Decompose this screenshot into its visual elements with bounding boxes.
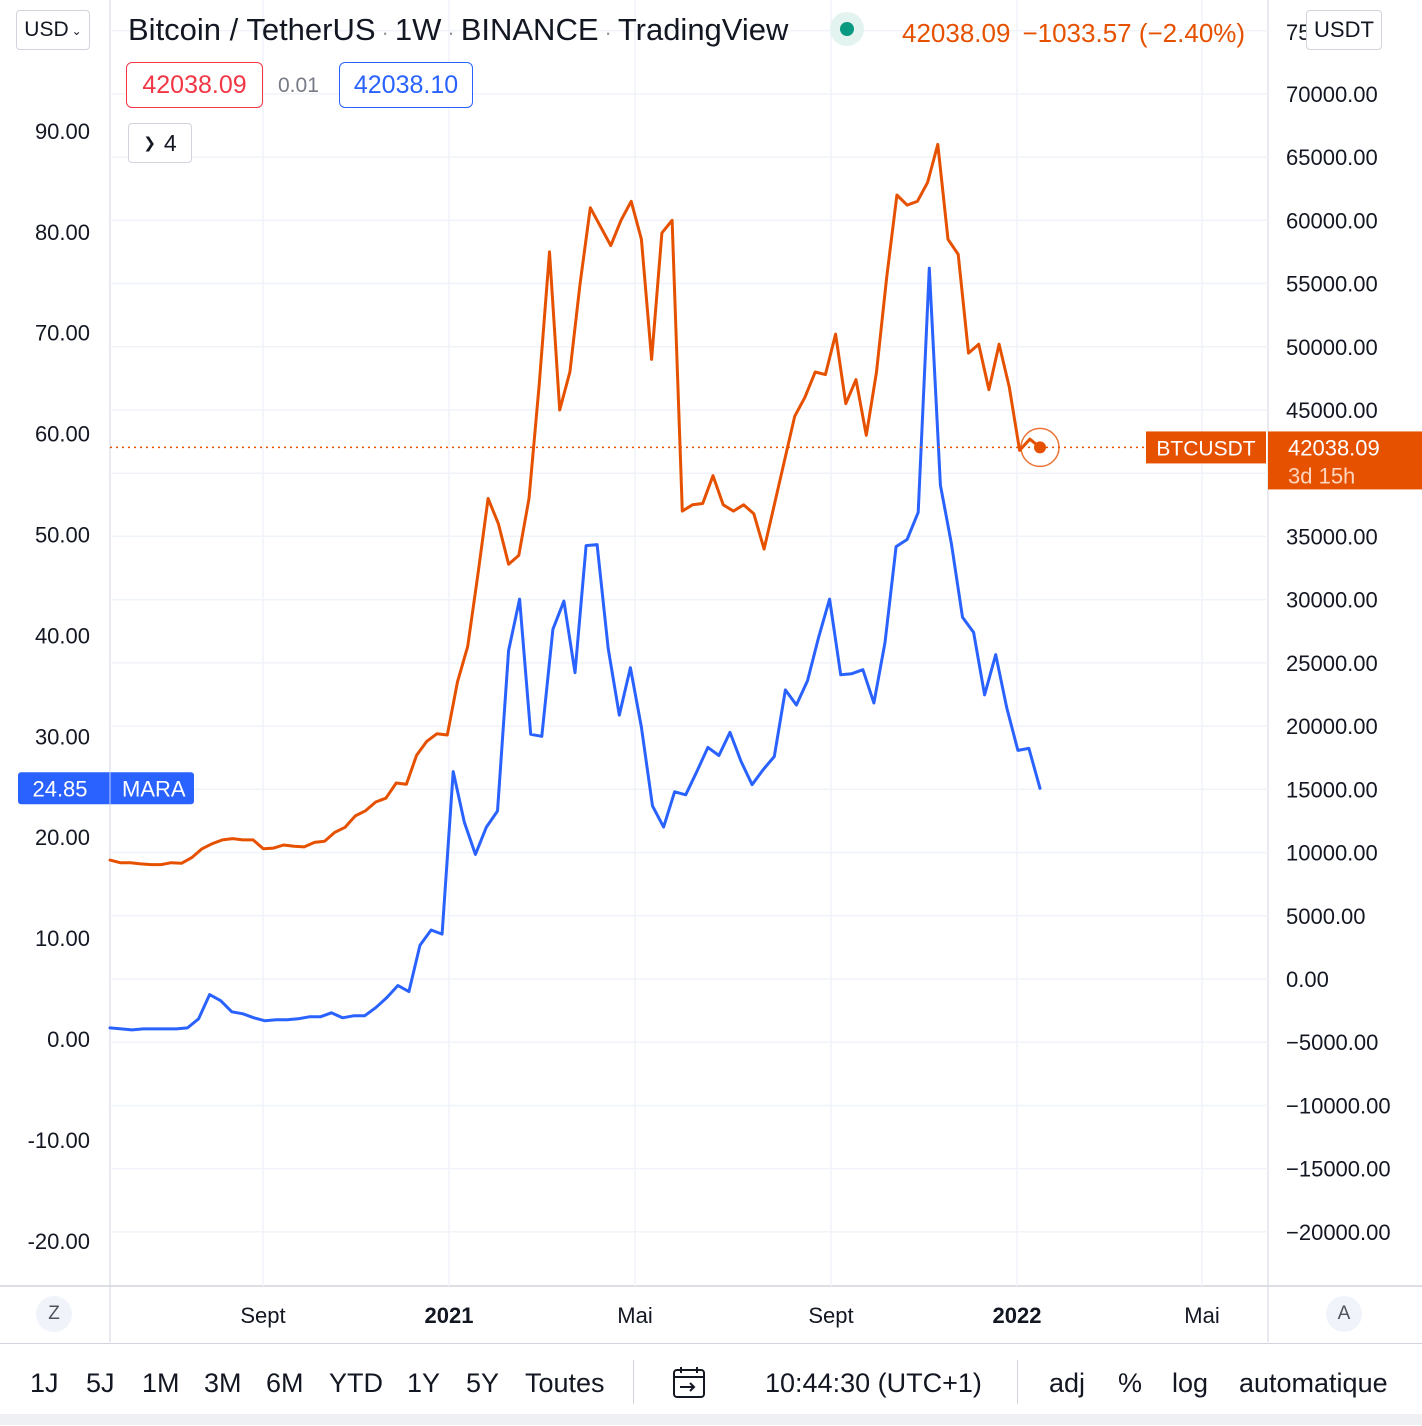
adjust-toggle[interactable]: adj (1049, 1368, 1086, 1398)
currency-label: USD (24, 18, 69, 41)
currency-selector[interactable]: USD ⌄ (16, 10, 90, 50)
right-axis-tick-label: −10000.00 (1286, 1093, 1391, 1118)
time-axis-tick-label: 2021 (425, 1303, 474, 1328)
right-axis-tick-label: 5000.00 (1286, 904, 1366, 929)
last-price: 42038.09 (902, 18, 1011, 48)
time-axis-tick-label: Mai (1184, 1303, 1219, 1328)
left-axis-tick-label: 60.00 (35, 422, 90, 447)
price-change: −1033.57 (−2.40%) (1022, 18, 1246, 48)
market-open-dot (840, 22, 854, 36)
right-axis-tick-label: 70000.00 (1286, 82, 1378, 107)
interval-label: 1W (394, 12, 442, 47)
right-axis-tick-label: 65000.00 (1286, 145, 1378, 170)
right-axis-tick-label: 35000.00 (1286, 524, 1378, 549)
indicator-count: 4 (163, 129, 177, 156)
time-axis-tick-label: Sept (808, 1303, 853, 1328)
right-axis-tick-label: 60000.00 (1286, 208, 1378, 233)
auto-scale-toggle[interactable]: automatique (1239, 1368, 1388, 1398)
range-6m[interactable]: 6M (266, 1368, 304, 1398)
right-axis-tick-label: 20000.00 (1286, 714, 1378, 739)
left-axis-tick-label: 80.00 (35, 220, 90, 245)
left-axis-tick-label: 40.00 (35, 623, 90, 648)
chevron-down-icon: ❯ (143, 135, 156, 152)
calendar-range-icon[interactable] (672, 1366, 708, 1407)
chart-series (108, 142, 1042, 1032)
chart-markers: BTCUSDT 42038.09 3d 15h 24.85 MARA (18, 427, 1422, 805)
right-axis-tick-label: 0.00 (1286, 967, 1329, 992)
right-axis-tick-label: −5000.00 (1286, 1030, 1378, 1055)
bottom-strip (0, 1414, 1422, 1425)
exchange-label: BINANCE (460, 12, 599, 47)
buy-price-button[interactable]: 42038.10 (339, 62, 473, 108)
sell-price-button[interactable]: 42038.09 (126, 62, 263, 108)
symbol-tag-label: BTCUSDT (1156, 437, 1255, 460)
range-5y[interactable]: 5Y (466, 1368, 500, 1398)
range-1m[interactable]: 1M (142, 1368, 180, 1398)
right-axis-tick-label: 45000.00 (1286, 398, 1378, 423)
chevron-down-icon: ⌄ (71, 24, 82, 38)
right-axis-tick-label: 15000.00 (1286, 777, 1378, 802)
chart-grid (0, 0, 1422, 1342)
right-axis-tick-label: 55000.00 (1286, 272, 1378, 297)
series-line-mara (108, 266, 1042, 1032)
left-axis-tick-label: -20.00 (28, 1229, 90, 1254)
symbol-name: Bitcoin / TetherUS (128, 12, 376, 47)
source-label: TradingView (617, 12, 789, 47)
range-3m[interactable]: 3M (204, 1368, 242, 1398)
symbol-title: Bitcoin / TetherUS · 1W · BINANCE · TradingVie… (128, 12, 788, 48)
market-status-icon[interactable] (830, 12, 864, 46)
price-label-box (1268, 431, 1422, 490)
mara-badge-box (18, 772, 194, 805)
chart-axes: 90.0080.0070.0060.0050.0040.0030.0020.00… (28, 20, 1391, 1328)
series-line-btcusdt (108, 142, 1042, 867)
left-axis-tick-label: 90.00 (35, 119, 90, 144)
timezone-clock[interactable]: 10:44:30 (UTC+1) (765, 1368, 982, 1398)
right-axis-tick-label: 25000.00 (1286, 651, 1378, 676)
right-axis-tick-label: −20000.00 (1286, 1220, 1391, 1245)
left-axis-tick-label: 0.00 (47, 1027, 90, 1052)
toolbar-divider (1017, 1360, 1018, 1404)
left-axis-tick-label: -10.00 (28, 1128, 90, 1153)
separator-dot: · (381, 20, 389, 45)
right-axis-tick-label: 10000.00 (1286, 841, 1378, 866)
time-axis-tick-label: Mai (617, 1303, 652, 1328)
right-axis-tick-label: −15000.00 (1286, 1157, 1391, 1182)
separator-dot: · (447, 20, 455, 45)
right-axis-tick-label: 50000.00 (1286, 335, 1378, 360)
log-scale-toggle[interactable]: log (1172, 1368, 1209, 1398)
time-axis-tick-label: Sept (240, 1303, 285, 1328)
last-price-dot (1034, 441, 1046, 454)
range-ytd[interactable]: YTD (329, 1368, 383, 1398)
chart-header: USD ⌄ Bitcoin / TetherUS · 1W · BINANCE · Trad… (0, 0, 1270, 163)
mara-badge-label: MARA (122, 776, 186, 801)
right-axis-tick-label: 30000.00 (1286, 588, 1378, 613)
time-axis-tick-label: 2022 (993, 1303, 1042, 1328)
symbol-tag-box (1146, 431, 1266, 464)
range-1j[interactable]: 1J (30, 1368, 59, 1398)
spread-value: 0.01 (278, 74, 319, 97)
indicators-collapse-button[interactable]: ❯ 4 (128, 123, 192, 163)
range-5j[interactable]: 5J (86, 1368, 115, 1398)
percent-scale-toggle[interactable]: % (1118, 1368, 1143, 1398)
left-axis-tick-label: 10.00 (35, 926, 90, 951)
range-1y[interactable]: 1Y (407, 1368, 441, 1398)
last-price-ring (1020, 427, 1060, 468)
auto-scale-button[interactable]: A (1326, 1296, 1362, 1332)
separator-dot: · (604, 20, 612, 45)
price-label-countdown: 3d 15h (1288, 463, 1355, 488)
left-axis-tick-label: 30.00 (35, 724, 90, 749)
left-axis-tick-label: 50.00 (35, 523, 90, 548)
left-axis-tick-label: 20.00 (35, 825, 90, 850)
zoom-reset-button[interactable]: Z (36, 1296, 72, 1332)
left-axis-tick-label: 70.00 (35, 321, 90, 346)
mara-badge-value: 24.85 (32, 776, 87, 801)
price-change-readout: 42038.09 −1033.57 (−2.40%) (902, 18, 1245, 49)
unit-selector[interactable]: USDT (1306, 10, 1382, 50)
bottom-toolbar: 1J 5J 1M 3M 6M YTD 1Y 5Y Toutes 10:44:30… (0, 1343, 1422, 1426)
toolbar-divider (633, 1360, 634, 1404)
range-all[interactable]: Toutes (525, 1368, 605, 1398)
price-label-value: 42038.09 (1288, 435, 1380, 460)
